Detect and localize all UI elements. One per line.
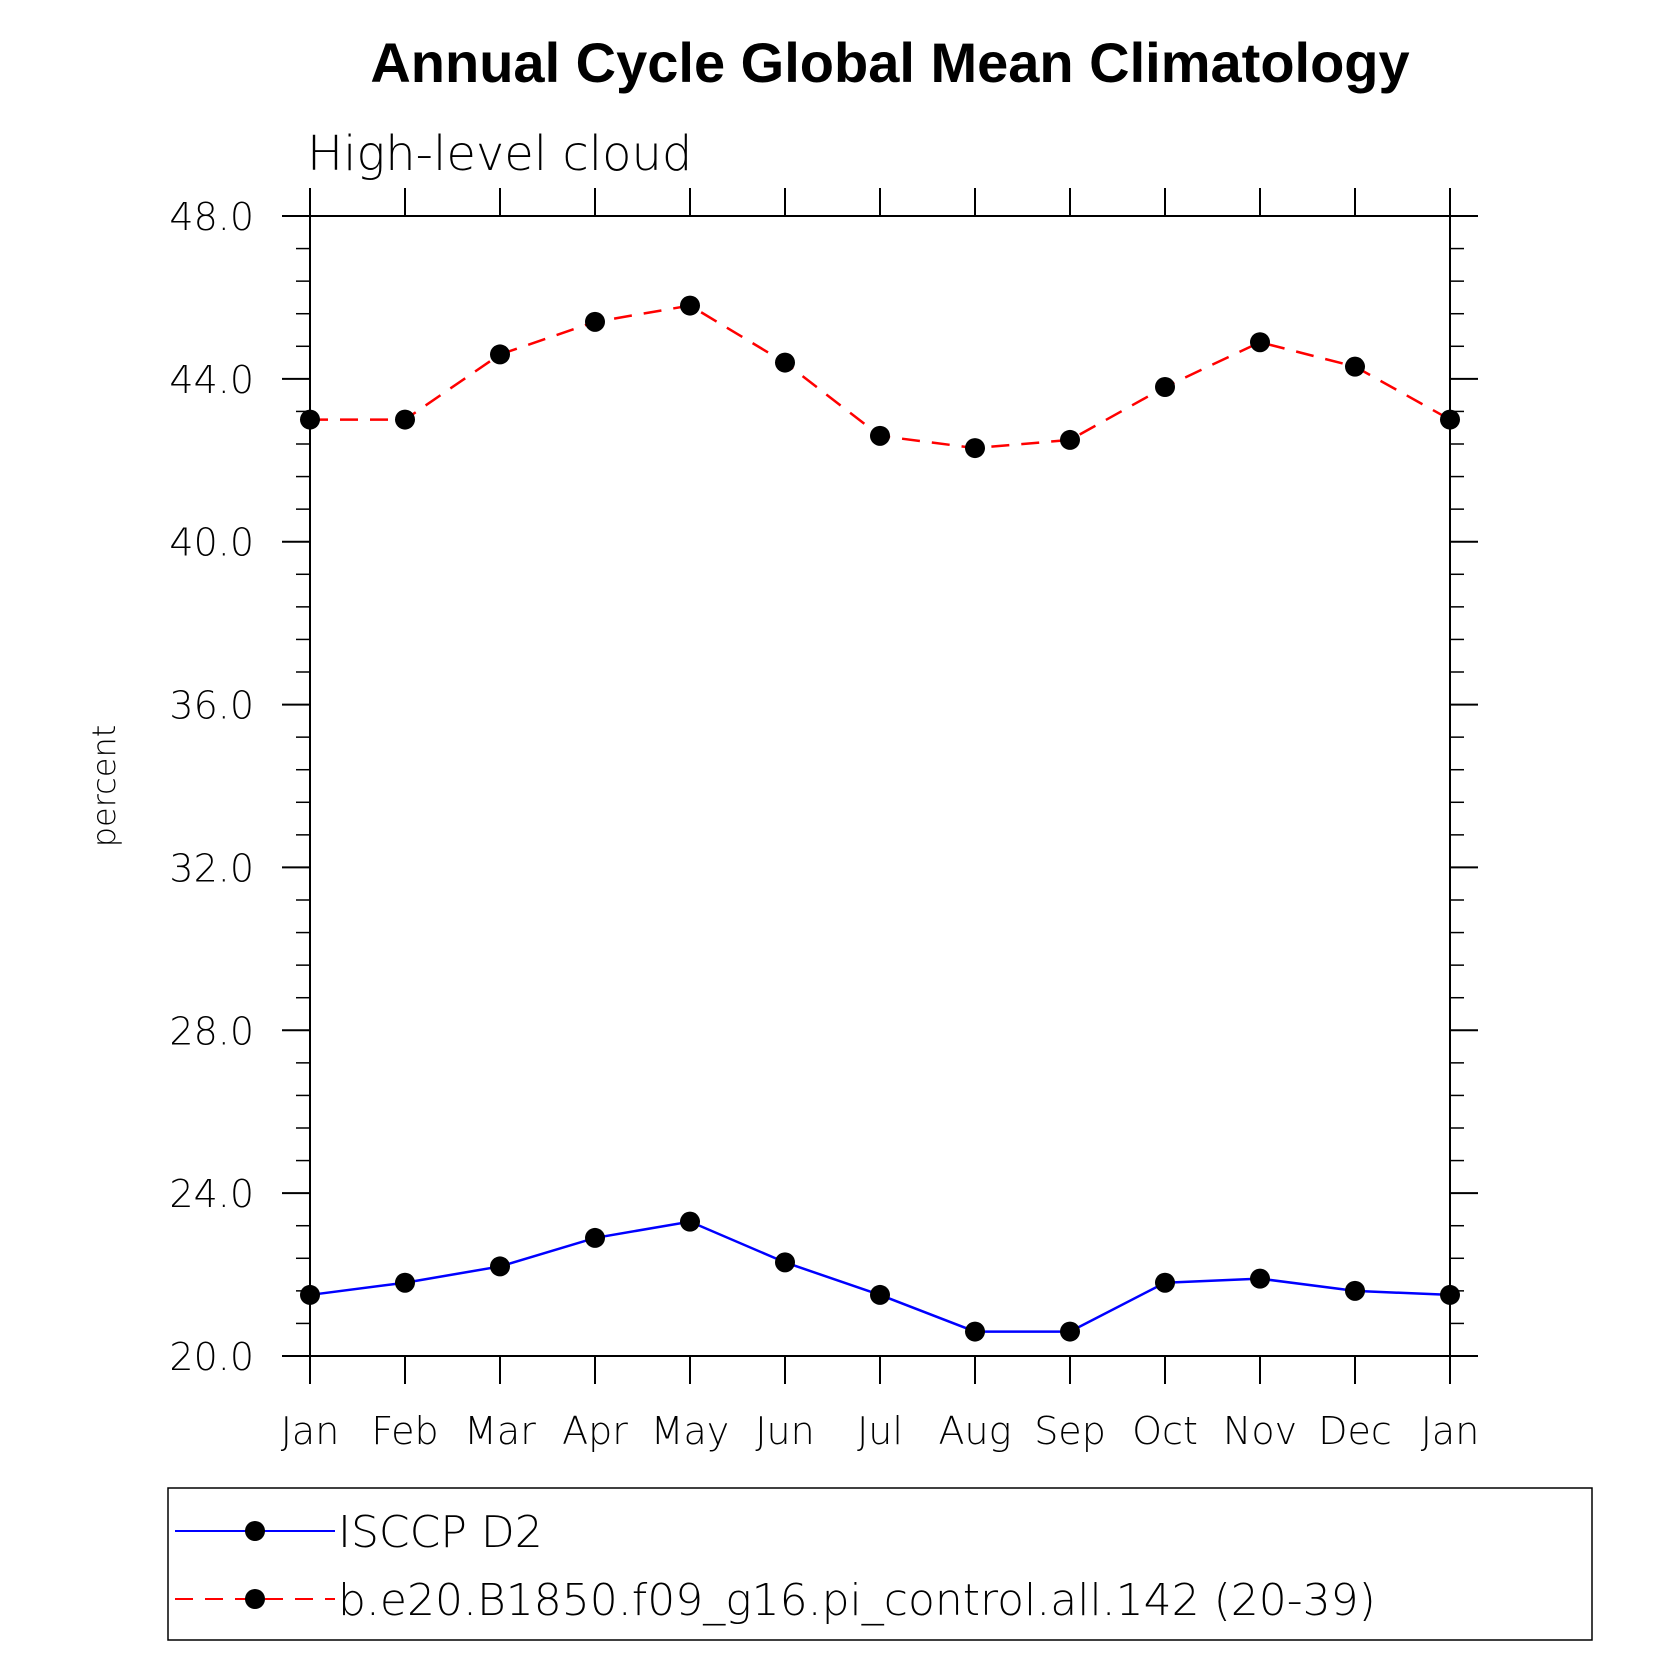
data-point [585, 1227, 605, 1248]
y-tick-label: 44.0 [169, 358, 254, 402]
y-tick-label: 36.0 [169, 684, 254, 728]
data-point [300, 409, 320, 430]
x-tick-label: Feb [371, 1409, 438, 1453]
data-point [1440, 409, 1460, 430]
x-tick-label: Jan [281, 1409, 340, 1453]
x-tick-label: Aug [939, 1409, 1012, 1453]
legend-label-model: b.e20.B1850.f09_g16.pi_control.all.142 (… [338, 1575, 1376, 1626]
legend-swatch-isccp-marker [245, 1521, 265, 1541]
series-line-0 [309, 1220, 1451, 1333]
data-point [680, 295, 700, 316]
data-point [1250, 332, 1270, 353]
x-tick-label: Nov [1223, 1409, 1297, 1453]
legend-label-isccp: ISCCP D2 [338, 1507, 543, 1558]
data-point [395, 1272, 415, 1293]
x-tick-label: Jun [755, 1409, 814, 1453]
y-tick-label: 32.0 [169, 846, 254, 890]
axes: Jan Feb Mar Apr May Jun Jul Aug Sep Oct Nov Dec Jan 2… [169, 188, 1479, 1453]
data-point [965, 1321, 985, 1342]
data-point [1155, 1272, 1175, 1293]
data-point [1345, 356, 1365, 377]
y-tick-label: 24.0 [169, 1172, 254, 1216]
x-tick-label: May [651, 1409, 730, 1453]
x-tick-label: Oct [1132, 1409, 1198, 1453]
legend: ISCCP D2 b.e20.B1850.f09_g16.pi_control.… [167, 1487, 1593, 1641]
data-point [1060, 1321, 1080, 1342]
x-tick-label: Jul [857, 1409, 903, 1453]
data-point [870, 1284, 890, 1305]
y-axis-label: percent [85, 725, 123, 848]
x-tick-label: Sep [1034, 1409, 1106, 1453]
data-point [965, 438, 985, 459]
data-point [1155, 377, 1175, 397]
data-point [1440, 1284, 1460, 1305]
chart-subtitle: High-level cloud [307, 126, 692, 182]
legend-box [167, 1487, 1593, 1641]
plot-frame [309, 215, 1451, 1357]
data-point [775, 352, 795, 373]
y-tick-label: 40.0 [169, 521, 254, 565]
y-tick-label: 28.0 [169, 1009, 254, 1053]
data-point [1345, 1280, 1365, 1301]
x-tick-label: Jan [1421, 1409, 1480, 1453]
x-tick-label: Dec [1318, 1409, 1392, 1453]
data-point [870, 425, 890, 446]
y-tick-label: 20.0 [169, 1335, 254, 1379]
chart-title: Annual Cycle Global Mean Climatology [370, 31, 1409, 94]
data-point [775, 1252, 795, 1273]
series-layer [300, 295, 1460, 1342]
data-point [395, 409, 415, 430]
data-point [490, 1256, 510, 1277]
data-point [1250, 1268, 1270, 1289]
data-point [585, 311, 605, 332]
data-point [1060, 429, 1080, 450]
data-point [680, 1211, 700, 1232]
data-point [300, 1284, 320, 1305]
data-point [490, 344, 510, 365]
y-tick-label: 48.0 [169, 195, 254, 239]
x-tick-label: Mar [464, 1409, 536, 1453]
legend-swatch-model-marker [245, 1589, 265, 1609]
x-tick-label: Apr [562, 1409, 628, 1453]
